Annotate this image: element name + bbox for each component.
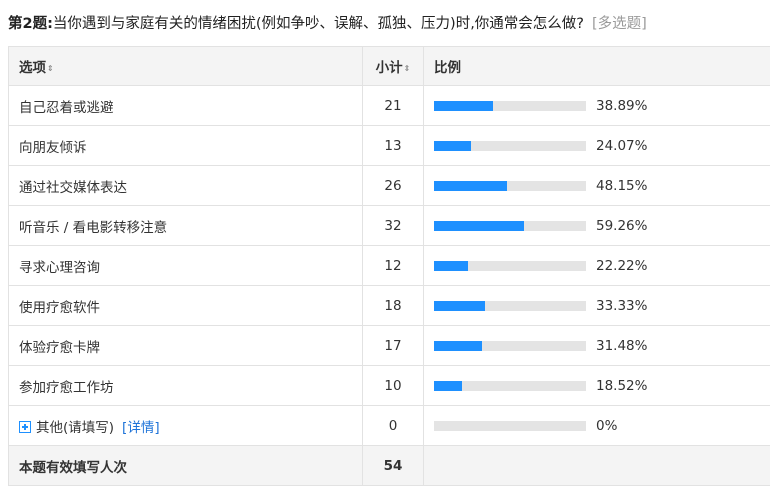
question-type-badge: [多选题] <box>592 16 647 32</box>
option-label: 其他(请填写) <box>36 420 114 436</box>
option-ratio: 0% <box>424 406 770 446</box>
table-row: 体验疗愈卡牌 17 31.48% <box>9 326 770 366</box>
option-count: 0 <box>363 406 424 446</box>
table-row-other: 其他(请填写) [详情] 0 0% <box>9 406 770 446</box>
ratio-bar-fill <box>434 301 485 311</box>
total-count: 54 <box>363 446 424 486</box>
ratio-bar-track <box>434 101 586 111</box>
option-count: 17 <box>363 326 424 366</box>
ratio-bar-track <box>434 421 586 431</box>
ratio-bar-group: 22.22% <box>434 258 770 274</box>
ratio-bar-track <box>434 261 586 271</box>
ratio-bar-group: 31.48% <box>434 338 770 354</box>
option-count: 21 <box>363 86 424 126</box>
ratio-bar-group: 33.33% <box>434 298 770 314</box>
option-other: 其他(请填写) [详情] <box>9 406 363 446</box>
ratio-bar-group: 38.89% <box>434 98 770 114</box>
ratio-percent: 38.89% <box>596 98 647 114</box>
option-ratio: 18.52% <box>424 366 770 406</box>
ratio-bar-track <box>434 301 586 311</box>
option-label: 听音乐 / 看电影转移注意 <box>9 206 363 246</box>
ratio-percent: 48.15% <box>596 178 647 194</box>
option-label: 自己忍着或逃避 <box>9 86 363 126</box>
ratio-bar-group: 24.07% <box>434 138 770 154</box>
question-title: 第2题:当你遇到与家庭有关的情绪困扰(例如争吵、误解、孤独、压力)时,你通常会怎… <box>0 0 770 48</box>
ratio-bar-group: 0% <box>434 418 770 434</box>
option-ratio: 38.89% <box>424 86 770 126</box>
column-header-option-label: 选项 <box>19 60 46 76</box>
option-label: 使用疗愈软件 <box>9 286 363 326</box>
ratio-bar-track <box>434 141 586 151</box>
option-label: 通过社交媒体表达 <box>9 166 363 206</box>
question-number: 第2题: <box>8 16 53 32</box>
option-label: 寻求心理咨询 <box>9 246 363 286</box>
option-count: 12 <box>363 246 424 286</box>
table-row: 向朋友倾诉 13 24.07% <box>9 126 770 166</box>
table-row: 自己忍着或逃避 21 38.89% <box>9 86 770 126</box>
total-label: 本题有效填写人次 <box>9 446 363 486</box>
ratio-percent: 33.33% <box>596 298 647 314</box>
option-label: 体验疗愈卡牌 <box>9 326 363 366</box>
column-header-ratio-label: 比例 <box>434 60 461 76</box>
ratio-percent: 24.07% <box>596 138 647 154</box>
ratio-bar-fill <box>434 381 462 391</box>
sort-icon[interactable]: ⇕ <box>404 64 411 73</box>
ratio-bar-fill <box>434 101 493 111</box>
table-row: 通过社交媒体表达 26 48.15% <box>9 166 770 206</box>
option-count: 26 <box>363 166 424 206</box>
option-ratio: 33.33% <box>424 286 770 326</box>
ratio-bar-track <box>434 381 586 391</box>
option-ratio: 48.15% <box>424 166 770 206</box>
option-label: 参加疗愈工作坊 <box>9 366 363 406</box>
table-row: 参加疗愈工作坊 10 18.52% <box>9 366 770 406</box>
ratio-bar-group: 59.26% <box>434 218 770 234</box>
option-ratio: 31.48% <box>424 326 770 366</box>
ratio-bar-track <box>434 221 586 231</box>
ratio-percent: 0% <box>596 418 617 434</box>
ratio-bar-fill <box>434 181 507 191</box>
ratio-bar-track <box>434 341 586 351</box>
table-row: 使用疗愈软件 18 33.33% <box>9 286 770 326</box>
option-ratio: 22.22% <box>424 246 770 286</box>
ratio-bar-fill <box>434 141 471 151</box>
total-empty-cell <box>424 446 770 486</box>
column-header-count-label: 小计 <box>376 60 403 76</box>
option-ratio: 24.07% <box>424 126 770 166</box>
question-text: 当你遇到与家庭有关的情绪困扰(例如争吵、误解、孤独、压力)时,你通常会怎么做? <box>53 16 584 32</box>
column-header-ratio: 比例 <box>424 47 770 86</box>
column-header-count[interactable]: 小计⇕ <box>363 47 424 86</box>
sort-icon[interactable]: ⇕ <box>47 64 54 73</box>
ratio-percent: 22.22% <box>596 258 647 274</box>
results-table: 选项⇕ 小计⇕ 比例 自己忍着或逃避 21 38.89% 向朋友倾诉 13 <box>8 46 770 486</box>
ratio-bar-fill <box>434 261 468 271</box>
ratio-bar-track <box>434 181 586 191</box>
option-count: 13 <box>363 126 424 166</box>
ratio-percent: 18.52% <box>596 378 647 394</box>
details-link[interactable]: [详情] <box>122 420 160 436</box>
table-row: 听音乐 / 看电影转移注意 32 59.26% <box>9 206 770 246</box>
table-body: 自己忍着或逃避 21 38.89% 向朋友倾诉 13 24.07% 通过社交媒体… <box>9 86 770 486</box>
table-header-row: 选项⇕ 小计⇕ 比例 <box>9 47 770 86</box>
ratio-bar-group: 48.15% <box>434 178 770 194</box>
ratio-percent: 31.48% <box>596 338 647 354</box>
option-ratio: 59.26% <box>424 206 770 246</box>
option-count: 18 <box>363 286 424 326</box>
ratio-bar-group: 18.52% <box>434 378 770 394</box>
ratio-percent: 59.26% <box>596 218 647 234</box>
column-header-option[interactable]: 选项⇕ <box>9 47 363 86</box>
option-count: 10 <box>363 366 424 406</box>
option-count: 32 <box>363 206 424 246</box>
ratio-bar-fill <box>434 221 524 231</box>
ratio-bar-fill <box>434 341 482 351</box>
expand-plus-icon[interactable] <box>19 421 31 433</box>
table-row: 寻求心理咨询 12 22.22% <box>9 246 770 286</box>
option-label: 向朋友倾诉 <box>9 126 363 166</box>
